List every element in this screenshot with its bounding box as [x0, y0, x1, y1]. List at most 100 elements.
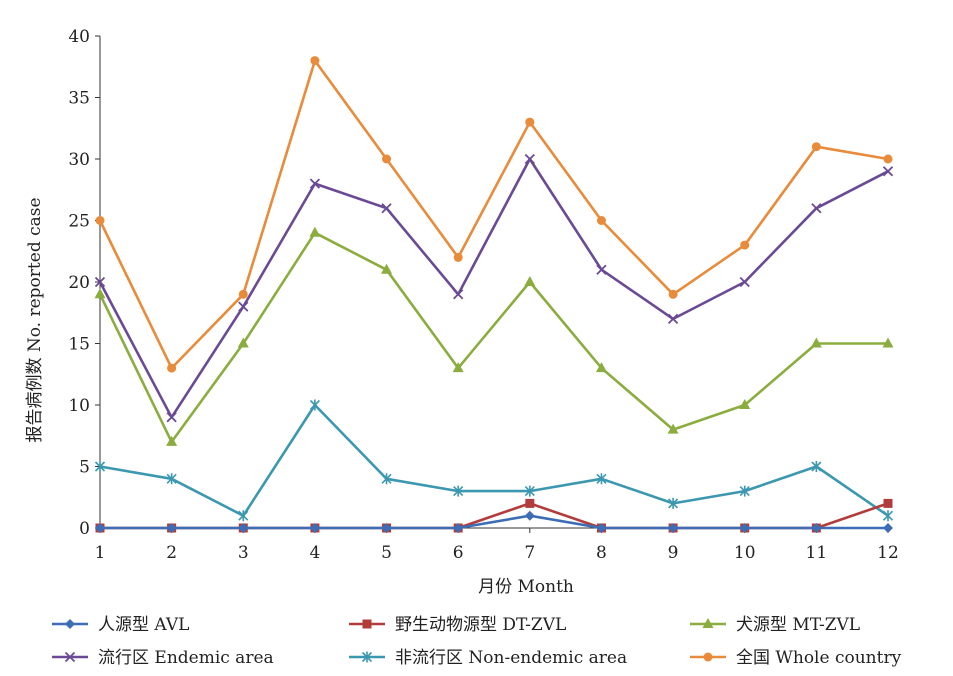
- series-line: [98, 231, 888, 444]
- legend: 人源型 AVL 野生动物源型 DT-ZVL 犬源型 MT-ZVL 流行区 Endemi…: [52, 615, 902, 668]
- x-tick-label: 6: [453, 543, 464, 563]
- data-point: [668, 497, 679, 509]
- legend-swatch-marker: [65, 619, 75, 629]
- series-line: [98, 59, 889, 370]
- data-point: [740, 240, 750, 250]
- data-point: [166, 412, 177, 423]
- x-tick-label: 12: [877, 543, 899, 563]
- y-tick-label: 15: [68, 335, 90, 355]
- data-point: [596, 216, 606, 225]
- y-tick-label: 35: [68, 89, 90, 109]
- data-point: [453, 289, 464, 300]
- y-tick-label: 10: [68, 396, 90, 416]
- data-point: [381, 473, 392, 485]
- data-point: [524, 510, 535, 521]
- data-point: [524, 485, 535, 497]
- data-point: [811, 461, 822, 472]
- legend-swatch-marker: [362, 619, 372, 629]
- data-point: [452, 362, 464, 373]
- data-point: [810, 337, 822, 348]
- data-point: [166, 435, 178, 446]
- x-tick-label: 11: [806, 543, 828, 563]
- y-tick-label: 5: [79, 458, 90, 478]
- series-layer: [94, 56, 894, 533]
- data-point: [95, 216, 105, 225]
- data-point: [525, 117, 535, 127]
- data-point: [381, 263, 393, 274]
- data-point: [883, 154, 893, 164]
- data-point: [166, 473, 177, 485]
- legend-swatch-marker: [64, 651, 76, 663]
- data-point: [238, 289, 248, 299]
- y-ticks: 0 5 10 15 20 25 30 35 40: [68, 27, 100, 539]
- series-line: [98, 157, 889, 419]
- legend-swatch-marker: [703, 652, 713, 662]
- x-tick-label: 4: [309, 543, 320, 563]
- data-point: [94, 288, 106, 299]
- data-point: [94, 461, 106, 472]
- data-point: [811, 523, 822, 533]
- legend-label: 全国 Whole country: [736, 648, 902, 668]
- x-tick-label: 2: [166, 543, 177, 563]
- legend-label: 犬源型 MT-ZVL: [736, 615, 860, 635]
- series-line: [100, 502, 889, 530]
- y-tick-label: 30: [68, 150, 90, 170]
- data-point: [167, 363, 177, 373]
- y-tick-label: 40: [68, 27, 90, 47]
- data-point: [453, 523, 464, 533]
- series-6: [95, 56, 893, 373]
- data-point: [309, 178, 321, 189]
- x-tick-label: 1: [95, 543, 106, 563]
- y-tick-label: 20: [68, 273, 90, 293]
- data-point: [524, 276, 536, 286]
- data-point: [667, 423, 679, 434]
- x-tick-label: 5: [381, 543, 392, 563]
- y-tick-label: 0: [79, 519, 90, 539]
- data-point: [596, 523, 607, 533]
- series-5: [94, 399, 894, 522]
- data-point: [668, 523, 679, 533]
- x-ticks: 1 2 3 4 5 6 7 8 9 10 11 12: [95, 528, 899, 563]
- data-point: [667, 313, 679, 325]
- series-1: [95, 510, 893, 533]
- data-point: [453, 485, 464, 497]
- legend-label: 人源型 AVL: [98, 615, 189, 635]
- legend-item: 非流行区 Non-endemic area: [349, 648, 627, 668]
- legend-label: 野生动物源型 DT-ZVL: [395, 615, 566, 635]
- data-point: [596, 473, 607, 485]
- data-point: [381, 203, 392, 214]
- series-line: [99, 403, 889, 518]
- data-point: [382, 154, 392, 164]
- data-point: [238, 301, 249, 312]
- data-point: [882, 337, 894, 348]
- data-point: [811, 142, 821, 152]
- data-point: [739, 276, 750, 288]
- series-line: [100, 514, 888, 530]
- x-axis-title: 月份 Month: [478, 577, 574, 597]
- data-point: [310, 56, 320, 66]
- data-point: [381, 523, 392, 533]
- legend-swatch-marker: [361, 651, 373, 663]
- legend-item: 流行区 Endemic area: [52, 648, 274, 668]
- series-4: [94, 153, 894, 423]
- legend-label: 非流行区 Non-endemic area: [395, 648, 627, 668]
- legend-swatch-marker: [702, 618, 714, 628]
- data-point: [166, 523, 177, 533]
- data-point: [739, 399, 751, 409]
- data-point: [882, 166, 894, 177]
- data-point: [309, 226, 321, 237]
- y-axis-title: 报告病例数 No. reported case: [25, 197, 45, 442]
- x-tick-label: 10: [734, 543, 756, 563]
- x-tick-label: 8: [596, 543, 607, 563]
- y-tick-label: 25: [68, 212, 90, 232]
- data-point: [525, 498, 535, 508]
- data-point: [238, 523, 249, 533]
- data-point: [237, 337, 249, 348]
- axes: [99, 36, 888, 529]
- data-point: [883, 523, 893, 533]
- legend-item: 野生动物源型 DT-ZVL: [349, 615, 566, 635]
- legend-item: 全国 Whole country: [690, 648, 902, 668]
- data-point: [811, 203, 822, 214]
- data-point: [595, 362, 607, 373]
